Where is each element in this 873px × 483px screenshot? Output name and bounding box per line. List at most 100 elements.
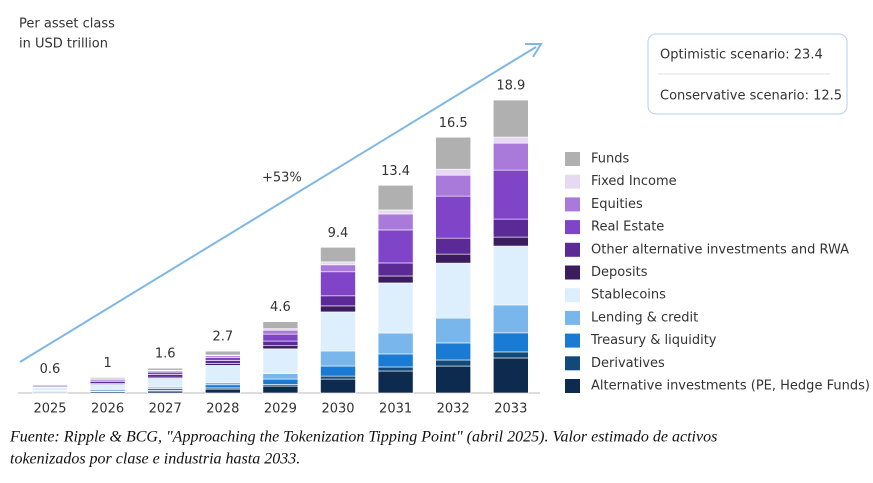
total-label: 2.7 <box>212 330 233 345</box>
bar-segment <box>435 253 472 264</box>
legend-label: Treasury & liquidity <box>590 333 717 348</box>
bar-segment <box>320 271 356 297</box>
bar-segment <box>492 357 529 394</box>
legend-label: Stablecoins <box>591 288 666 303</box>
bar-segment <box>492 332 529 353</box>
bar-segment <box>147 367 183 371</box>
bar-segment <box>320 261 356 266</box>
bar-segment <box>492 304 529 334</box>
bar-segment <box>320 264 356 273</box>
bar-segment <box>492 169 529 220</box>
bar-segment <box>435 359 472 367</box>
bar-segment <box>205 360 241 364</box>
bar-segment <box>377 332 414 355</box>
legend-swatch <box>565 333 580 348</box>
total-label: 9.4 <box>328 226 349 241</box>
bar-segment <box>32 383 68 385</box>
legend-label: Funds <box>591 152 629 167</box>
bar-segment <box>205 357 241 361</box>
x-tick-label: 2027 <box>149 402 182 417</box>
bar-segment <box>320 375 356 380</box>
bar-segment <box>377 275 414 284</box>
bar-segment <box>147 374 183 378</box>
bar-segment <box>320 378 356 394</box>
bar-segment <box>320 295 356 307</box>
total-label: 1.6 <box>155 347 176 362</box>
trend-arrow <box>19 46 537 363</box>
bar-segment <box>435 174 472 197</box>
legend-label: Other alternative investments and RWA <box>591 242 849 257</box>
x-tick-label: 2033 <box>494 402 527 417</box>
bar-segment <box>262 385 299 394</box>
x-tick-label: 2025 <box>33 402 66 417</box>
x-tick-label: 2028 <box>206 402 239 417</box>
bar-segment <box>492 236 529 247</box>
legend-swatch <box>565 174 580 189</box>
footnote: tokenizados por clase e industria hasta … <box>10 451 300 468</box>
bar-segment <box>147 378 183 388</box>
legend-label: Deposits <box>591 265 648 280</box>
legend-swatch <box>565 242 580 257</box>
bar-segment <box>492 136 529 144</box>
x-tick-label: 2031 <box>379 402 412 417</box>
x-tick-label: 2026 <box>91 402 124 417</box>
total-label: 13.4 <box>381 164 410 179</box>
bar-segment <box>492 99 529 138</box>
total-label: 16.5 <box>439 116 468 131</box>
bar-segment <box>435 365 472 394</box>
legend-label: Fixed Income <box>591 174 677 189</box>
bar-segment <box>320 305 356 313</box>
legend-swatch <box>565 152 580 166</box>
bar-segment <box>320 247 356 263</box>
total-label: 0.6 <box>40 362 61 377</box>
bar-segment <box>205 388 241 394</box>
footnote: Fuente: Ripple & BCG, "Approaching the T… <box>9 429 717 446</box>
legend-label: Real Estate <box>591 220 664 235</box>
bar-segment <box>492 351 529 359</box>
bar-segment <box>492 142 529 171</box>
bar-segment <box>492 245 529 306</box>
bar-segment <box>89 384 126 390</box>
bar-segment <box>377 213 414 231</box>
total-label: 18.9 <box>496 79 525 94</box>
legend-label: Lending & credit <box>591 310 698 325</box>
bar-segment <box>377 185 414 211</box>
bar-segment <box>320 350 356 367</box>
bar-segment <box>377 209 414 215</box>
bar-segment <box>262 345 299 350</box>
x-tick-label: 2029 <box>264 402 297 417</box>
bar-segment <box>262 348 299 374</box>
legend-swatch <box>565 310 580 325</box>
arrow-head <box>525 43 543 58</box>
growth-annotation: +53% <box>262 171 302 186</box>
bar-segment <box>32 387 68 391</box>
subtitle: in USD trillion <box>19 37 108 52</box>
scenario: Conservative scenario: 12.5 <box>660 89 842 104</box>
legend-label: Alternative investments (PE, Hedge Funds… <box>591 379 870 394</box>
bar-segment <box>320 365 356 377</box>
legend-label: Derivatives <box>591 356 665 371</box>
bar-segment <box>435 342 472 361</box>
bar-segment <box>320 311 356 352</box>
x-tick-label: 2030 <box>321 402 354 417</box>
bar-segment <box>262 378 299 385</box>
legend-swatch <box>565 379 580 393</box>
bar-segment <box>435 168 472 176</box>
bar-segment <box>377 370 414 394</box>
bar-segment <box>377 262 414 277</box>
legend-label: Equities <box>591 197 643 212</box>
bar-segment <box>147 371 183 375</box>
x-tick-label: 2032 <box>437 402 470 417</box>
bar-segment <box>262 333 299 342</box>
bar-segment <box>205 382 241 386</box>
bar-segment <box>89 377 126 380</box>
bar-segment <box>205 350 241 356</box>
legend-swatch <box>565 197 580 212</box>
bar-segment <box>435 262 472 319</box>
bar-segment <box>205 365 241 383</box>
bar-segment <box>262 340 299 347</box>
bar-segment <box>262 329 299 335</box>
legend-swatch <box>565 265 580 280</box>
total-label: 4.6 <box>270 300 291 315</box>
